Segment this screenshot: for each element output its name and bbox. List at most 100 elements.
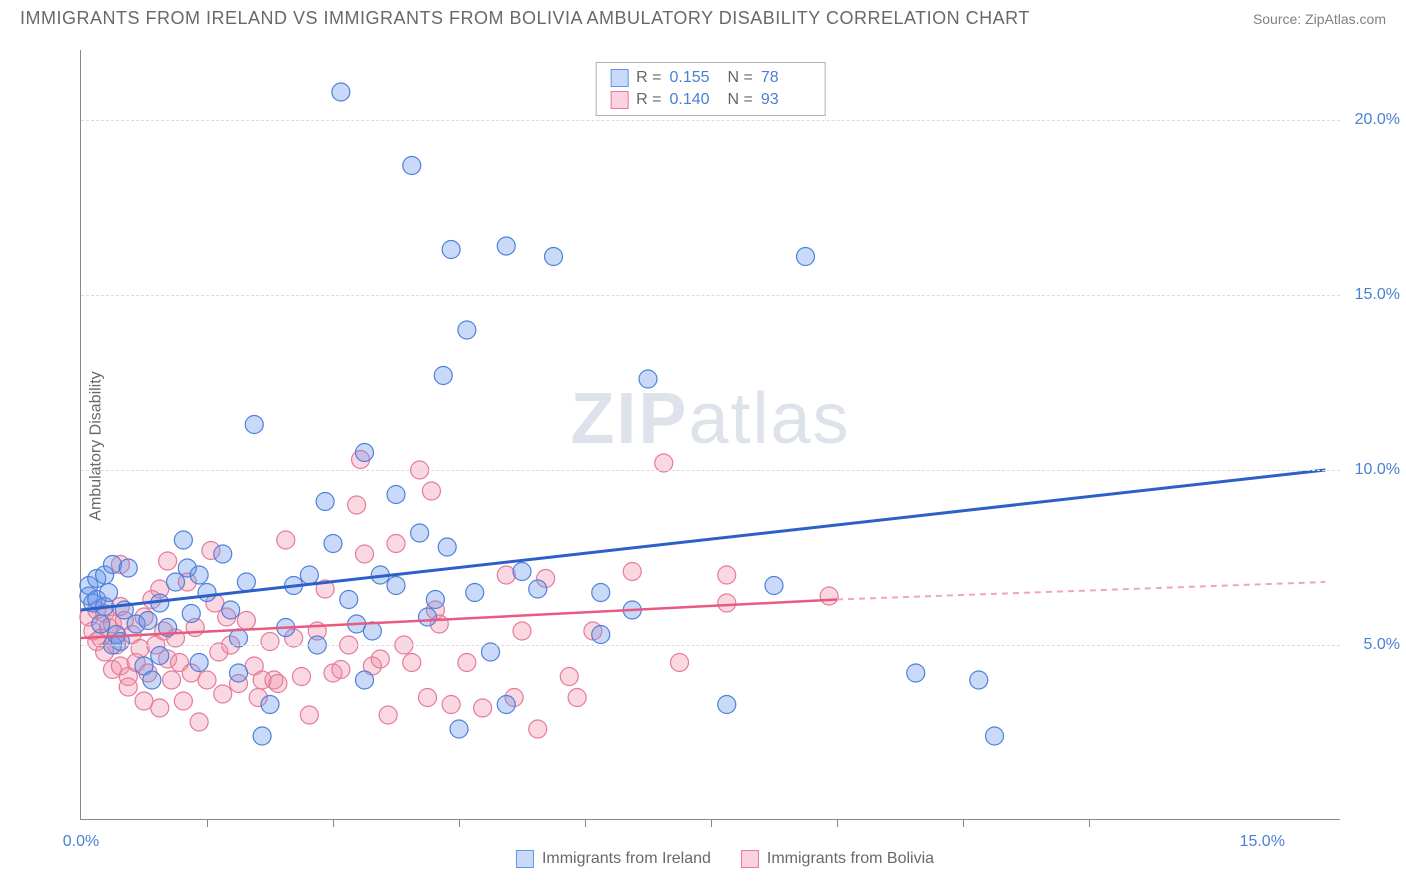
stats-legend-box: R = 0.155 N = 78 R = 0.140 N = 93 xyxy=(595,62,826,116)
data-point-ireland xyxy=(100,584,118,602)
swatch-icon xyxy=(741,850,759,868)
stats-row-ireland: R = 0.155 N = 78 xyxy=(610,67,811,89)
data-point-ireland xyxy=(592,584,610,602)
data-point-bolivia xyxy=(458,654,476,672)
data-point-ireland xyxy=(174,531,192,549)
y-tick-label: 5.0% xyxy=(1345,636,1400,654)
scatter-plot xyxy=(81,50,1341,820)
data-point-ireland xyxy=(434,367,452,385)
data-point-ireland xyxy=(387,577,405,595)
data-point-bolivia xyxy=(442,696,460,714)
x-tick xyxy=(207,819,208,827)
data-point-bolivia xyxy=(348,496,366,514)
swatch-icon xyxy=(610,69,628,87)
data-point-bolivia xyxy=(529,720,547,738)
data-point-bolivia xyxy=(174,692,192,710)
r-value-bolivia: 0.140 xyxy=(670,91,720,109)
data-point-ireland xyxy=(253,727,271,745)
data-point-bolivia xyxy=(159,552,177,570)
data-point-ireland xyxy=(237,573,255,591)
x-tick-label: 15.0% xyxy=(1240,833,1285,851)
data-point-ireland xyxy=(222,601,240,619)
data-point-ireland xyxy=(119,559,137,577)
legend-item-bolivia: Immigrants from Bolivia xyxy=(741,850,934,868)
data-point-ireland xyxy=(387,486,405,504)
data-point-bolivia xyxy=(269,675,287,693)
data-point-bolivia xyxy=(820,587,838,605)
data-point-bolivia xyxy=(403,654,421,672)
data-point-bolivia xyxy=(131,640,149,658)
data-point-bolivia xyxy=(497,566,515,584)
data-point-bolivia xyxy=(119,678,137,696)
trend-line-bolivia-extrapolated xyxy=(837,582,1325,600)
data-point-bolivia xyxy=(261,633,279,651)
data-point-bolivia xyxy=(214,685,232,703)
chart-title: IMMIGRANTS FROM IRELAND VS IMMIGRANTS FR… xyxy=(20,8,1030,29)
n-value-bolivia: 93 xyxy=(761,91,811,109)
data-point-bolivia xyxy=(718,566,736,584)
data-point-bolivia xyxy=(190,713,208,731)
data-point-bolivia xyxy=(332,661,350,679)
data-point-bolivia xyxy=(293,668,311,686)
data-point-ireland xyxy=(261,696,279,714)
x-tick xyxy=(1089,819,1090,827)
data-point-bolivia xyxy=(163,671,181,689)
legend-label-bolivia: Immigrants from Bolivia xyxy=(767,850,934,868)
data-point-bolivia xyxy=(387,535,405,553)
y-tick-label: 15.0% xyxy=(1345,286,1400,304)
n-value-ireland: 78 xyxy=(761,69,811,87)
data-point-ireland xyxy=(340,591,358,609)
data-point-ireland xyxy=(190,654,208,672)
data-point-ireland xyxy=(214,545,232,563)
swatch-icon xyxy=(610,91,628,109)
data-point-bolivia xyxy=(237,612,255,630)
data-point-ireland xyxy=(497,237,515,255)
data-point-ireland xyxy=(639,370,657,388)
data-point-bolivia xyxy=(277,531,295,549)
data-point-bolivia xyxy=(474,699,492,717)
data-point-bolivia xyxy=(560,668,578,686)
data-point-ireland xyxy=(497,696,515,714)
data-point-bolivia xyxy=(623,563,641,581)
data-point-bolivia xyxy=(151,699,169,717)
data-point-ireland xyxy=(458,321,476,339)
data-point-bolivia xyxy=(513,622,531,640)
x-tick-label: 0.0% xyxy=(63,833,99,851)
data-point-ireland xyxy=(356,444,374,462)
data-point-ireland xyxy=(151,647,169,665)
data-point-ireland xyxy=(970,671,988,689)
data-point-ireland xyxy=(316,493,334,511)
grid-line xyxy=(81,120,1340,121)
data-point-bolivia xyxy=(671,654,689,672)
legend-label-ireland: Immigrants from Ireland xyxy=(542,850,711,868)
data-point-bolivia xyxy=(419,689,437,707)
data-point-bolivia xyxy=(568,689,586,707)
grid-line xyxy=(81,470,1340,471)
data-point-bolivia xyxy=(718,594,736,612)
data-point-bolivia xyxy=(371,650,389,668)
data-point-bolivia xyxy=(422,482,440,500)
data-point-ireland xyxy=(419,608,437,626)
r-value-ireland: 0.155 xyxy=(670,69,720,87)
data-point-ireland xyxy=(438,538,456,556)
data-point-ireland xyxy=(230,664,248,682)
data-point-ireland xyxy=(182,605,200,623)
source-label: Source: ZipAtlas.com xyxy=(1253,11,1386,27)
y-tick-label: 10.0% xyxy=(1345,461,1400,479)
data-point-ireland xyxy=(718,696,736,714)
chart-container: ZIPatlas R = 0.155 N = 78 R = 0.140 N = … xyxy=(80,50,1370,830)
data-point-ireland xyxy=(765,577,783,595)
plot-area: ZIPatlas R = 0.155 N = 78 R = 0.140 N = … xyxy=(80,50,1340,820)
data-point-ireland xyxy=(143,671,161,689)
data-point-bolivia xyxy=(356,545,374,563)
y-tick-label: 20.0% xyxy=(1345,111,1400,129)
swatch-icon xyxy=(516,850,534,868)
data-point-ireland xyxy=(797,248,815,266)
data-point-ireland xyxy=(104,556,122,574)
data-point-bolivia xyxy=(379,706,397,724)
data-point-ireland xyxy=(426,591,444,609)
data-point-ireland xyxy=(190,566,208,584)
data-point-ireland xyxy=(324,535,342,553)
data-point-ireland xyxy=(545,248,563,266)
x-tick xyxy=(459,819,460,827)
